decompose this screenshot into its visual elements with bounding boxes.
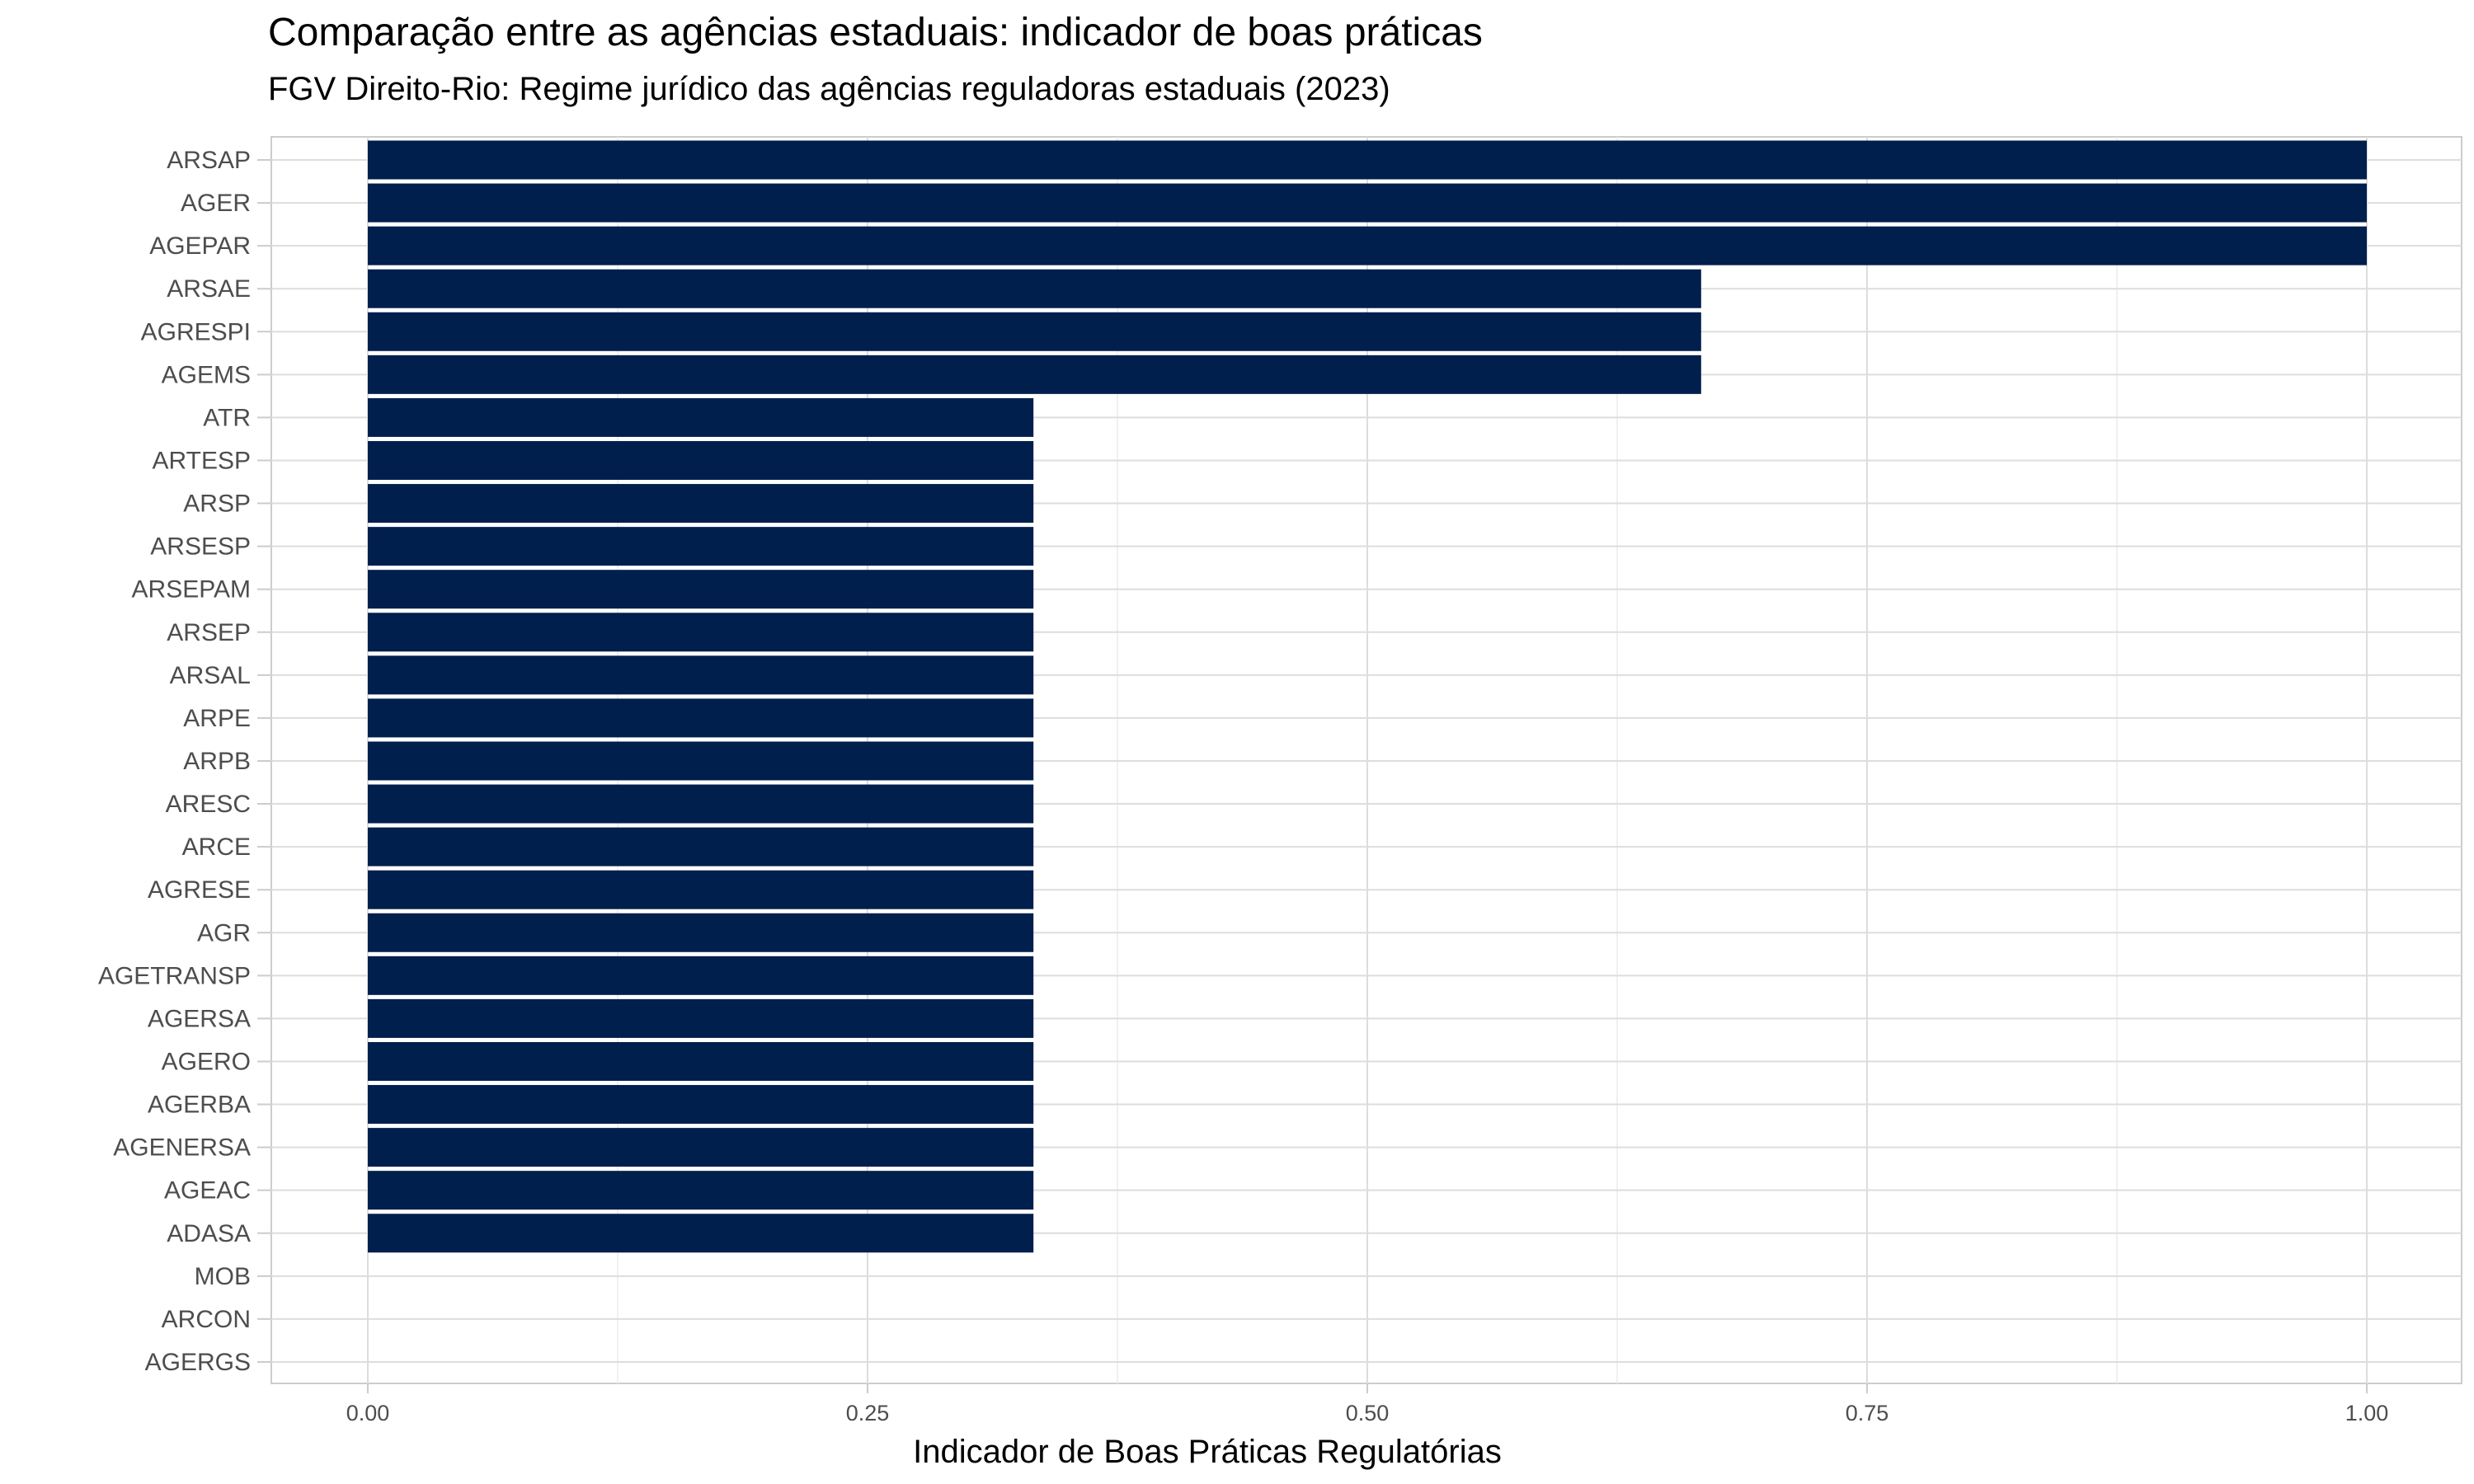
bar-arsep [368, 613, 1034, 652]
bar-atr [368, 397, 1034, 437]
y-tick-label: AGRESPI [141, 318, 251, 345]
y-tick-label: AGEMS [162, 361, 251, 388]
y-tick-label: AGEPAR [149, 232, 251, 260]
bar-aresc [368, 784, 1034, 824]
y-tick-label: ARSAL [170, 662, 251, 689]
x-axis: 0.00 0.25 0.50 0.75 1.00 [346, 1383, 2389, 1425]
y-tick-label: ARTESP [153, 447, 252, 474]
bar-ager [368, 183, 2367, 223]
y-tick-label: ARSESP [150, 533, 251, 561]
bar-layer [368, 140, 2367, 1253]
y-tick-label: ARSEP [167, 619, 251, 646]
bar-agerba [368, 1085, 1034, 1125]
bar-arsap [368, 140, 2367, 180]
x-tick-label: 0.50 [1346, 1401, 1390, 1425]
bar-arpe [368, 698, 1034, 738]
y-tick-label: ARESC [166, 791, 251, 818]
y-tick-label: ARSP [183, 491, 251, 518]
y-tick-label: ARPE [183, 705, 251, 732]
x-tick-label: 0.75 [1846, 1401, 1889, 1425]
y-tick-label: ARSAE [167, 275, 251, 303]
y-tick-label: ARCON [162, 1306, 251, 1333]
y-tick-label: ARCE [182, 834, 251, 861]
bar-agero [368, 1041, 1034, 1081]
y-tick-label: AGERGS [145, 1349, 251, 1376]
bar-arsae [368, 269, 1701, 308]
y-axis: ARSAP AGER AGEPAR ARSAE AGRESPI AGEMS ATR ARTES… [98, 147, 271, 1376]
bar-arce [368, 827, 1034, 866]
bar-adasa [368, 1214, 1034, 1253]
bar-agrese [368, 870, 1034, 909]
bar-artesp [368, 440, 1034, 480]
bar-agenersa [368, 1128, 1034, 1167]
y-tick-label: AGRESE [148, 876, 251, 904]
x-tick-label: 1.00 [2345, 1401, 2389, 1425]
bar-agrespi [368, 312, 1701, 351]
bar-arsal [368, 655, 1034, 695]
bar-arsepam [368, 570, 1034, 609]
y-tick-label: ARSAP [167, 147, 251, 174]
bar-arsesp [368, 527, 1034, 566]
bar-agetransp [368, 956, 1034, 995]
bar-ageac [368, 1171, 1034, 1210]
x-tick-label: 0.25 [846, 1401, 890, 1425]
chart-subtitle: FGV Direito-Rio: Regime jurídico das agê… [268, 71, 1390, 107]
chart-title: Comparação entre as agências estaduais: … [268, 11, 1483, 54]
bar-agr [368, 913, 1034, 952]
bar-agems [368, 355, 1701, 394]
bar-agepar [368, 226, 2367, 265]
y-tick-label: AGER [181, 190, 251, 217]
bar-agersa [368, 998, 1034, 1038]
x-tick-label: 0.00 [346, 1401, 390, 1425]
y-tick-label: AGR [197, 919, 251, 946]
y-tick-label: ARSEPAM [132, 576, 251, 603]
y-tick-label: AGEAC [164, 1177, 251, 1205]
bar-arpb [368, 741, 1034, 781]
y-tick-label: AGENERSA [113, 1134, 251, 1162]
y-tick-label: ARPB [183, 748, 251, 775]
x-axis-title: Indicador de Boas Práticas Regulatórias [913, 1434, 1502, 1470]
y-tick-label: AGETRANSP [98, 962, 251, 989]
y-tick-label: AGERBA [148, 1092, 251, 1119]
y-tick-label: ATR [203, 404, 251, 431]
y-tick-label: AGERSA [148, 1005, 251, 1032]
bar-arsp [368, 484, 1034, 524]
y-tick-label: MOB [195, 1263, 251, 1290]
y-tick-label: ADASA [167, 1220, 251, 1247]
y-tick-label: AGERO [162, 1048, 251, 1075]
